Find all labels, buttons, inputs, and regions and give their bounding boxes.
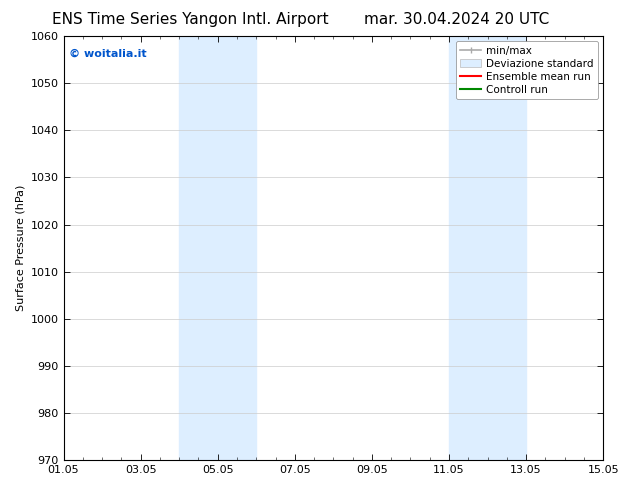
Bar (449, 36, 526, 460)
Bar (179, 36, 256, 460)
Legend: min/max, Deviazione standard, Ensemble mean run, Controll run: min/max, Deviazione standard, Ensemble m… (456, 41, 598, 99)
Text: ENS Time Series Yangon Intl. Airport: ENS Time Series Yangon Intl. Airport (52, 12, 328, 27)
Text: © woitalia.it: © woitalia.it (69, 49, 146, 59)
Y-axis label: Surface Pressure (hPa): Surface Pressure (hPa) (15, 185, 25, 311)
Text: mar. 30.04.2024 20 UTC: mar. 30.04.2024 20 UTC (364, 12, 549, 27)
